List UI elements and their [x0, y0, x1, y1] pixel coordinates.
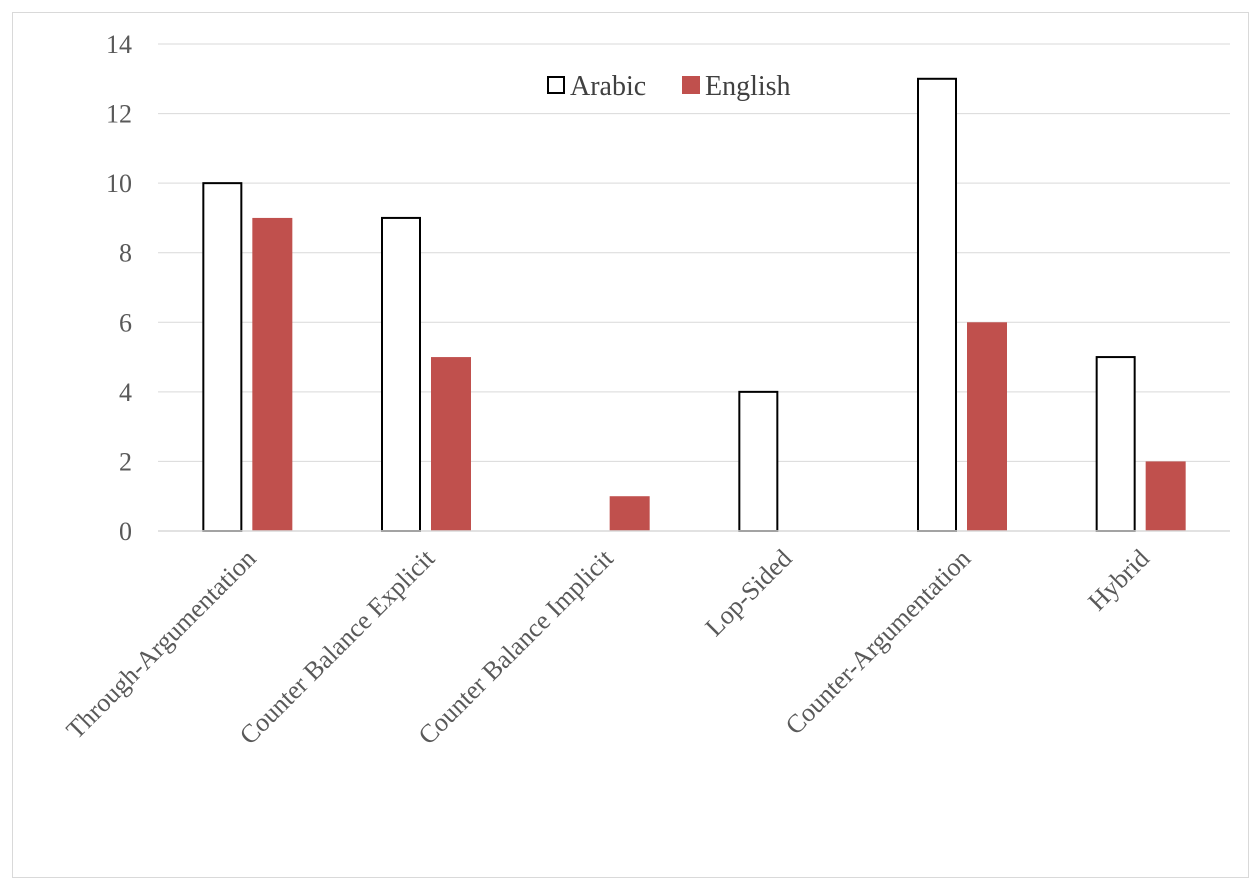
- legend-label-arabic: Arabic: [570, 71, 646, 102]
- gridlines: [158, 43, 1230, 462]
- y-tick-label: 8: [119, 239, 132, 268]
- y-tick-label: 0: [119, 517, 132, 546]
- category-label: Through-Argumentation: [61, 544, 262, 745]
- y-axis-tick-labels: 0 2 4 6 8 10 12 14: [106, 30, 132, 546]
- bar-english-1: [431, 357, 471, 531]
- legend-swatch-arabic: [547, 76, 565, 94]
- y-tick-label: 14: [106, 30, 132, 59]
- bar-arabic-4: [917, 77, 957, 533]
- y-tick-label: 4: [119, 378, 132, 407]
- legend: Arabic English: [547, 71, 791, 102]
- bar-arabic-5: [1095, 356, 1136, 533]
- y-tick-label: 2: [119, 447, 132, 476]
- category-label: Counter Balance Explicit: [234, 543, 441, 750]
- y-tick-label: 10: [106, 169, 132, 198]
- legend-swatch-english: [682, 76, 700, 94]
- bar-arabic-3: [738, 390, 779, 532]
- legend-label-english: English: [705, 71, 791, 102]
- bar-arabic-1: [381, 216, 421, 533]
- bar-english-4: [967, 322, 1007, 531]
- y-tick-label: 12: [106, 100, 132, 129]
- category-label: Hybrid: [1082, 544, 1155, 617]
- bar-arabic-0: [202, 182, 243, 532]
- bar-english-0: [252, 217, 293, 531]
- category-label: Lop-Sided: [699, 544, 797, 642]
- category-label: Counter Balance Implicit: [413, 543, 620, 750]
- y-tick-label: 6: [119, 308, 132, 337]
- bars: [202, 77, 1186, 533]
- category-label: Counter-Argumentation: [780, 544, 976, 740]
- bar-english-2: [609, 496, 650, 531]
- bar-english-5: [1145, 461, 1186, 531]
